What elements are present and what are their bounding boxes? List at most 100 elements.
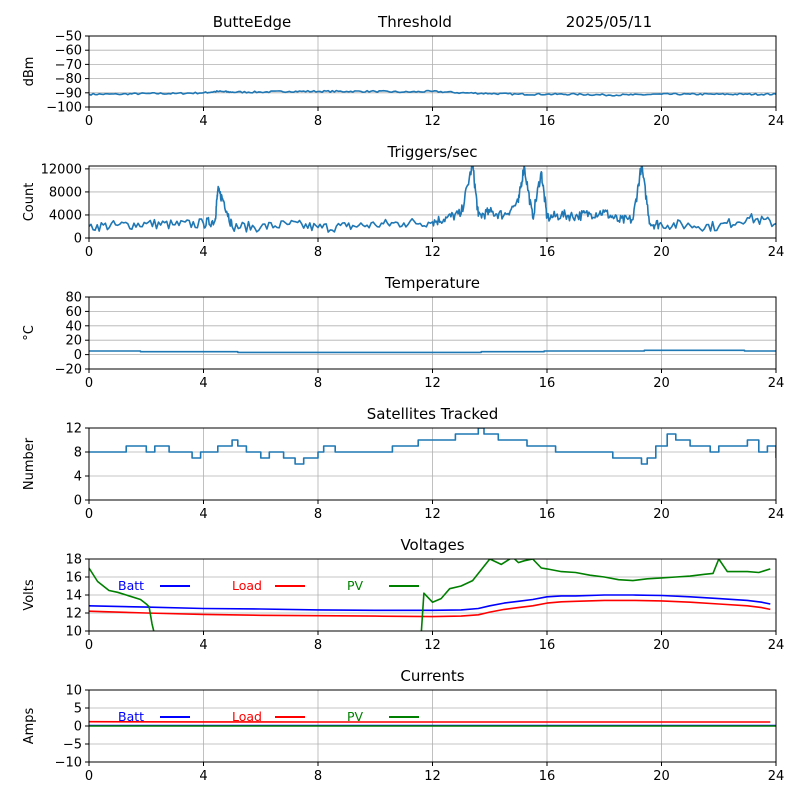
x-tick-label: 8 — [314, 245, 322, 260]
panel-1: 0 4 8 12 16 20 24 −100−90−80−70−60−50 dBm — [22, 30, 784, 130]
y-tick-label: 8 — [74, 446, 82, 461]
y-tick-label: 12 — [65, 607, 82, 622]
series-line-value — [89, 89, 776, 97]
series-line-load — [89, 599, 771, 618]
x-tick-label: 20 — [653, 376, 670, 391]
y-tick-label: 0 — [74, 720, 82, 735]
panel-title: Voltages — [400, 536, 464, 554]
series-line-batt — [89, 594, 771, 612]
y-tick-label: −100 — [46, 101, 82, 116]
panel-title: Currents — [400, 667, 464, 685]
x-tick-label: 8 — [314, 507, 322, 522]
y-tick-label: 8000 — [49, 185, 82, 200]
y-tick-label: 0 — [74, 348, 82, 363]
x-tick-label: 16 — [539, 638, 556, 653]
y-axis-label: °C — [22, 325, 37, 341]
legend-label-pv: PV — [347, 709, 364, 724]
x-tick-label: 24 — [768, 638, 785, 653]
y-tick-label: −70 — [55, 58, 82, 73]
x-tick-label: 8 — [314, 114, 322, 129]
panel-title: Satellites Tracked — [367, 405, 498, 423]
y-axis-label: Amps — [22, 707, 37, 744]
y-axis-label: dBm — [22, 57, 37, 87]
y-tick-label: 12000 — [41, 162, 82, 177]
x-tick-label: 20 — [653, 114, 670, 129]
x-tick-label: 4 — [199, 507, 207, 522]
series-line-value — [89, 349, 776, 354]
y-tick-label: 16 — [65, 571, 82, 586]
series-line-value — [89, 428, 776, 465]
y-tick-label: −90 — [55, 86, 82, 101]
y-tick-label: 0 — [74, 494, 82, 509]
x-tick-label: 4 — [199, 376, 207, 391]
panel-5: Batt Load PV 0 4 8 12 16 20 24 10 12 14 16 18 Voltages V… — [22, 536, 784, 653]
x-tick-label: 24 — [768, 114, 785, 129]
panel-4: 0 4 8 12 16 20 24 0 4 8 12 Satellites Tracked Number — [22, 405, 784, 522]
x-tick-label: 12 — [424, 507, 441, 522]
y-tick-label: −5 — [63, 738, 82, 753]
x-tick-label: 16 — [539, 769, 556, 784]
y-tick-label: 12 — [65, 422, 82, 437]
x-tick-label: 24 — [768, 769, 785, 784]
x-tick-label: 8 — [314, 769, 322, 784]
x-tick-label: 20 — [653, 245, 670, 260]
y-axis-label: Number — [22, 437, 37, 490]
x-tick-label: 16 — [539, 376, 556, 391]
series-line-pv — [89, 559, 771, 631]
y-tick-label: 40 — [65, 319, 82, 334]
x-tick-label: 4 — [199, 245, 207, 260]
y-tick-label: 80 — [65, 291, 82, 306]
legend-label-batt: Batt — [118, 709, 144, 724]
x-tick-label: 0 — [85, 245, 93, 260]
panel-2: 0 4 8 12 16 20 24 0 4000 8000 12000 Triggers/sec Cou… — [22, 143, 784, 260]
y-tick-label: 10 — [65, 625, 82, 640]
legend-label-batt: Batt — [118, 578, 144, 593]
x-tick-label: 20 — [653, 638, 670, 653]
header-date: 2025/05/11 — [566, 13, 652, 31]
y-tick-label: 4000 — [49, 208, 82, 223]
x-tick-label: 24 — [768, 376, 785, 391]
y-tick-label: 18 — [65, 553, 82, 568]
header-title: Threshold — [377, 13, 452, 31]
y-tick-label: −10 — [55, 756, 82, 771]
y-axis-label: Volts — [22, 579, 37, 611]
panel-title: Triggers/sec — [387, 143, 478, 161]
x-tick-label: 12 — [424, 638, 441, 653]
x-tick-label: 16 — [539, 245, 556, 260]
x-tick-label: 12 — [424, 769, 441, 784]
x-tick-label: 12 — [424, 114, 441, 129]
y-tick-label: 10 — [65, 684, 82, 699]
x-tick-label: 24 — [768, 245, 785, 260]
x-tick-label: 20 — [653, 769, 670, 784]
x-tick-label: 12 — [424, 245, 441, 260]
x-tick-label: 0 — [85, 114, 93, 129]
x-tick-label: 0 — [85, 376, 93, 391]
x-tick-label: 16 — [539, 507, 556, 522]
x-tick-label: 0 — [85, 638, 93, 653]
legend-label-load: Load — [232, 709, 262, 724]
y-tick-label: −80 — [55, 72, 82, 87]
x-tick-label: 4 — [199, 769, 207, 784]
x-tick-label: 20 — [653, 507, 670, 522]
legend-label-load: Load — [232, 578, 262, 593]
y-tick-label: −60 — [55, 44, 82, 59]
x-tick-label: 8 — [314, 638, 322, 653]
series-line-value — [89, 166, 776, 233]
x-tick-label: 4 — [199, 114, 207, 129]
x-tick-label: 8 — [314, 376, 322, 391]
x-tick-label: 16 — [539, 114, 556, 129]
panel-title: Temperature — [384, 274, 480, 292]
panel-6: Batt Load PV 0 4 8 12 16 20 24 −10 −5 0 5 10 Currents Am… — [22, 667, 784, 784]
y-axis-label: Count — [22, 183, 37, 222]
x-tick-label: 24 — [768, 507, 785, 522]
y-tick-label: −20 — [55, 363, 82, 378]
y-tick-label: 60 — [65, 305, 82, 320]
header-station: ButteEdge — [213, 13, 292, 31]
y-tick-label: 4 — [74, 470, 82, 485]
y-tick-label: 0 — [74, 232, 82, 247]
x-tick-label: 0 — [85, 507, 93, 522]
y-tick-label: −50 — [55, 30, 82, 45]
